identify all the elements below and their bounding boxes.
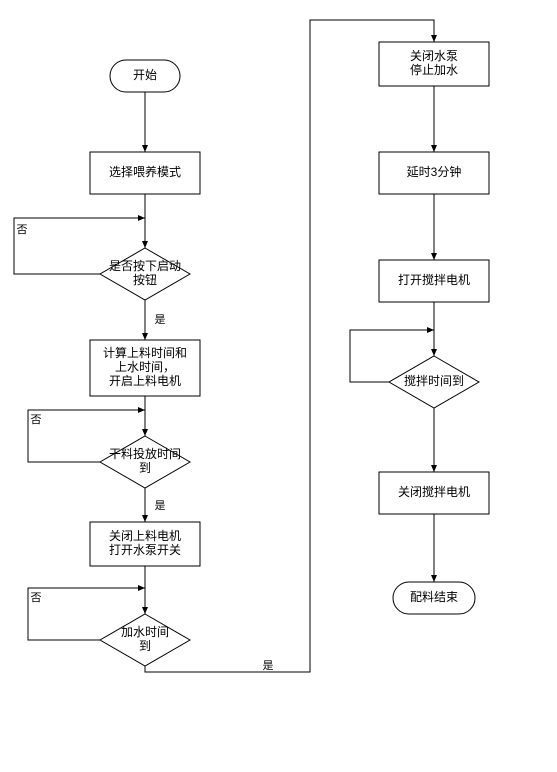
node-label: 上水时间，	[115, 360, 175, 374]
node-water_time: 加水时间到	[100, 614, 190, 666]
node-label: 是否按下启动	[109, 259, 181, 273]
node-label: 到	[139, 639, 151, 653]
node-button_pressed: 是否按下启动按钮	[100, 248, 190, 300]
node-label: 搅拌时间到	[404, 373, 464, 388]
node-label: 打开水泵开关	[109, 543, 181, 557]
node-label: 按钮	[133, 272, 157, 287]
node-close_pump: 关闭水泵停止加水	[379, 42, 489, 86]
node-label: 停止加水	[410, 62, 458, 77]
node-delay3: 延时3分钟	[379, 152, 489, 194]
node-label: 加水时间	[121, 625, 169, 639]
edge-label: 是	[263, 659, 274, 672]
node-label: 关闭上料电机	[109, 529, 181, 543]
edge-label: 否	[17, 224, 28, 236]
node-label: 选择喂养模式	[109, 164, 181, 179]
node-label: 打开搅拌电机	[398, 272, 470, 287]
node-mix_time: 搅拌时间到	[389, 356, 479, 408]
node-dry_time: 干料投放时间到	[100, 436, 190, 488]
node-label: 延时3分钟	[407, 164, 462, 179]
node-label: 开始	[133, 68, 157, 82]
node-label: 干料投放时间	[109, 446, 181, 461]
node-label: 关闭水泵	[410, 49, 458, 63]
node-open_mixer: 打开搅拌电机	[379, 260, 489, 302]
node-start: 开始	[110, 60, 180, 92]
node-close_mixer: 关闭搅拌电机	[379, 472, 489, 514]
node-close_open: 关闭上料电机打开水泵开关	[90, 522, 200, 566]
flowchart-canvas: 是否是否是否 开始选择喂养模式是否按下启动按钮计算上料时间和上水时间，开启上料电…	[0, 0, 557, 772]
edge-label: 否	[31, 414, 42, 426]
node-calc_open: 计算上料时间和上水时间，开启上料电机	[90, 340, 200, 396]
node-label: 到	[139, 461, 151, 475]
edge-label: 是	[155, 499, 166, 512]
node-end: 配料结束	[393, 582, 475, 614]
node-label: 关闭搅拌电机	[398, 484, 470, 499]
node-label: 配料结束	[410, 590, 458, 604]
node-label: 开启上料电机	[109, 374, 181, 388]
node-label: 计算上料时间和	[103, 345, 187, 360]
edge-label: 是	[155, 313, 166, 326]
node-select_mode: 选择喂养模式	[90, 152, 200, 194]
edge-label: 否	[31, 592, 42, 604]
